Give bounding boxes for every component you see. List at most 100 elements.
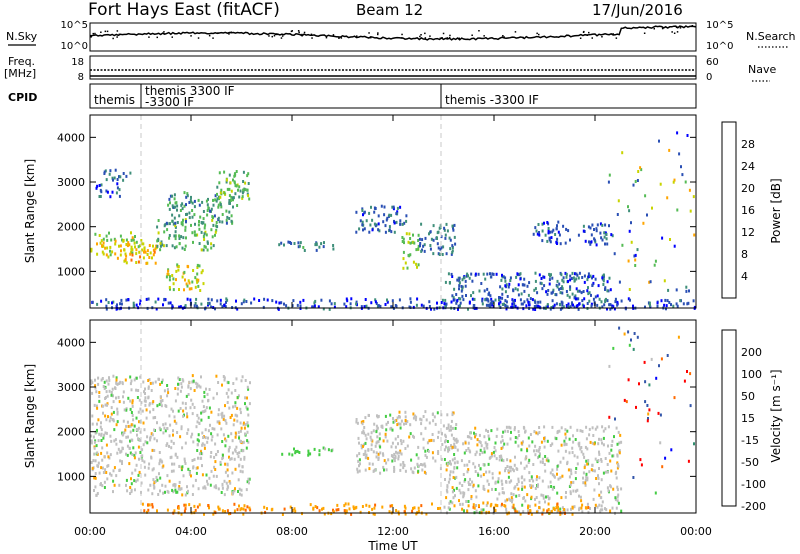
velocity-cell xyxy=(192,379,195,383)
velocity-cell xyxy=(229,416,232,419)
velocity-cell xyxy=(188,472,191,476)
velocity-cell xyxy=(399,439,402,443)
velocity-cell xyxy=(181,401,184,405)
power-cell xyxy=(561,285,564,289)
velocity-cell xyxy=(172,429,174,433)
velocity-cell xyxy=(445,426,448,430)
power-cell xyxy=(433,307,436,311)
velocity-cell xyxy=(413,466,416,470)
velocity-cell xyxy=(363,452,366,456)
power-cell xyxy=(550,273,552,277)
power-cell xyxy=(659,182,662,186)
velocity-cell xyxy=(379,451,382,455)
power-cell xyxy=(566,293,569,297)
noise-right-label: N.Search xyxy=(746,30,796,43)
power-cell xyxy=(600,300,603,304)
power-cell xyxy=(371,218,374,222)
power-cell xyxy=(590,233,593,237)
velocity-cell xyxy=(514,509,517,513)
velocity-cell xyxy=(452,411,455,415)
velocity-cell xyxy=(100,433,103,437)
power-cell xyxy=(399,222,402,226)
power-cell xyxy=(122,172,125,175)
velocity-cell xyxy=(538,500,541,504)
power-cell xyxy=(555,293,558,297)
velocity-cell xyxy=(434,422,437,426)
velocity-cell xyxy=(526,493,529,497)
power-cell xyxy=(246,192,249,196)
velocity-cell xyxy=(511,467,514,471)
noise-search-point xyxy=(377,32,379,34)
velocity-cell xyxy=(445,488,448,492)
velocity-cell xyxy=(161,460,164,464)
power-cell xyxy=(552,228,555,232)
velocity-cell xyxy=(482,473,485,477)
velocity-cell xyxy=(513,428,516,432)
velocity-cell xyxy=(522,510,525,514)
power-cell xyxy=(315,248,318,252)
velocity-cell xyxy=(106,477,109,481)
velocity-cell xyxy=(535,496,538,499)
velocity-cell xyxy=(135,416,138,420)
velocity-cell xyxy=(686,370,688,373)
power-cell xyxy=(606,280,609,284)
power-cell xyxy=(483,289,486,293)
power-cell xyxy=(571,271,574,275)
power-cell xyxy=(562,224,565,228)
power-cell xyxy=(477,272,480,276)
y-tick-label: 3000 xyxy=(57,176,85,189)
velocity-cell xyxy=(234,449,237,453)
power-cell xyxy=(193,233,196,237)
velocity-cell xyxy=(486,442,489,446)
power-cell xyxy=(106,190,109,194)
velocity-cell xyxy=(363,426,366,429)
velocity-cell xyxy=(556,467,559,471)
power-cell xyxy=(681,173,684,177)
power-cell xyxy=(134,245,136,249)
velocity-cell xyxy=(451,501,454,505)
power-cell xyxy=(241,196,244,200)
power-cell xyxy=(567,302,570,306)
velocity-cell xyxy=(237,490,239,493)
power-cell xyxy=(528,281,531,285)
velocity-cell xyxy=(616,466,619,470)
power-cell xyxy=(586,278,589,282)
power-cell xyxy=(152,244,154,248)
power-cell xyxy=(466,272,469,276)
velocity-cell xyxy=(534,444,537,448)
velocity-cell xyxy=(576,488,579,492)
power-cell xyxy=(455,293,458,296)
velocity-cell xyxy=(358,441,360,445)
power-cell xyxy=(549,307,552,311)
velocity-cell xyxy=(217,408,220,412)
velocity-cell xyxy=(234,413,237,417)
velocity-cell xyxy=(463,509,465,513)
velocity-cell xyxy=(90,461,93,464)
velocity-cell xyxy=(131,414,134,417)
power-cell xyxy=(606,299,609,303)
power-cell xyxy=(184,304,187,308)
power-cell xyxy=(221,213,224,216)
velocity-cell xyxy=(129,451,132,455)
velocity-cell xyxy=(478,433,481,437)
power-cell xyxy=(561,291,564,295)
velocity-cell xyxy=(399,426,402,430)
power-cell xyxy=(444,233,447,237)
velocity-cell xyxy=(547,502,550,506)
velocity-cell xyxy=(595,477,598,480)
velocity-cell xyxy=(202,405,205,409)
velocity-cell xyxy=(372,512,375,516)
power-cell xyxy=(523,300,526,304)
velocity-cell xyxy=(571,446,574,450)
velocity-cell xyxy=(175,421,178,425)
velocity-cell xyxy=(242,507,245,511)
velocity-cell xyxy=(146,435,149,439)
power-cell xyxy=(228,199,231,202)
velocity-cell xyxy=(196,413,199,417)
power-cell xyxy=(178,237,181,240)
velocity-cell xyxy=(409,432,412,436)
power-cell xyxy=(504,290,507,294)
velocity-cell xyxy=(503,504,506,507)
velocity-cell xyxy=(228,406,231,410)
velocity-cell xyxy=(162,423,165,427)
